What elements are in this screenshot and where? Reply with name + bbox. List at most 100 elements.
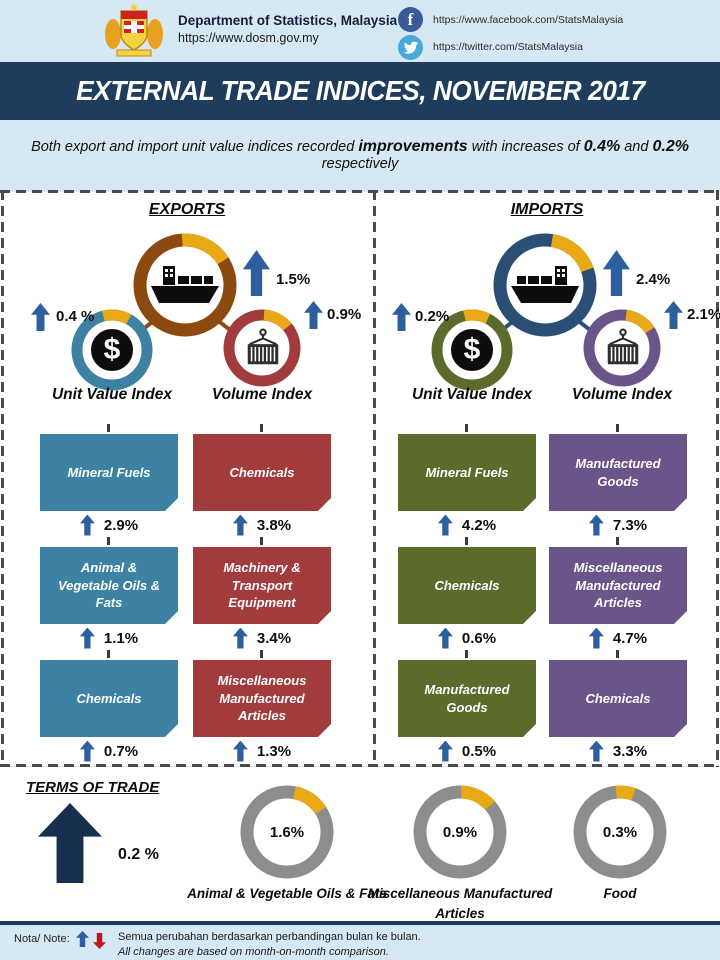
change-row: 2.9% — [54, 514, 164, 536]
commodity-box: Manufactured Goods — [549, 434, 687, 511]
commodity-box: Chemicals — [193, 434, 331, 511]
subtitle-import-change: 0.2% — [652, 138, 689, 155]
commodity-box: Mineral Fuels — [398, 434, 536, 511]
exports-overall-change: 1.5% — [276, 271, 311, 288]
arrow-up-icon — [79, 627, 95, 649]
terms-of-trade-title: TERMS OF TRADE — [26, 779, 160, 796]
exports-volume-change: 0.9% — [327, 306, 362, 323]
exports-title: EXPORTS — [148, 201, 226, 218]
tot-label: Animal & Vegetable Oils & Fats — [187, 886, 387, 901]
change-row: 0.6% — [412, 627, 522, 649]
tot-value: 0.3% — [602, 824, 638, 841]
header: Department of Statistics, Malaysia https… — [0, 0, 720, 62]
tick — [616, 424, 619, 432]
facebook-glyph: f — [407, 9, 414, 29]
arrow-up-icon — [79, 740, 95, 762]
tot-value: 1.6% — [269, 824, 305, 841]
tick — [260, 424, 263, 432]
commodity-box: Chemicals — [40, 660, 178, 737]
container-icon — [607, 328, 639, 365]
arrow-up-icon — [588, 627, 604, 649]
tick — [107, 424, 110, 432]
change-row: 3.3% — [563, 740, 673, 762]
tot-value: 0.9% — [442, 824, 478, 841]
legend-arrow-down-icon — [93, 933, 106, 949]
change-row: 1.3% — [207, 740, 317, 762]
change-row: 4.7% — [563, 627, 673, 649]
title-banner: EXTERNAL TRADE INDICES, NOVEMBER 2017 — [0, 62, 720, 120]
malaysia-coat-of-arms-logo — [105, 4, 163, 57]
imports-volume-label: Volume Index — [571, 386, 673, 403]
panel-border-bottom — [0, 764, 720, 767]
change-row: 3.8% — [207, 514, 317, 536]
exports-unit-value-change: 0.4 % — [56, 308, 95, 325]
footnote-line-english: All changes are based on month-on-month … — [118, 945, 389, 958]
panel-border-left — [1, 190, 4, 767]
arrow-up-icon — [588, 514, 604, 536]
change-row: 1.1% — [54, 627, 164, 649]
cargo-ship-icon — [511, 266, 579, 303]
commodity-box: Manufactured Goods — [398, 660, 536, 737]
tick — [465, 650, 468, 658]
imports-title: IMPORTS — [510, 201, 584, 218]
footnote-line-malay: Semua perubahan berdasarkan perbandingan… — [118, 931, 421, 943]
commodity-box: Machinery & Transport Equipment — [193, 547, 331, 624]
tick — [107, 650, 110, 658]
tick — [616, 650, 619, 658]
footnote-label: Nota/ Note: — [14, 933, 70, 945]
panel-border-top — [0, 190, 720, 193]
exports-volume-label: Volume Index — [211, 386, 313, 403]
arrow-up-icon — [437, 627, 453, 649]
arrow-up-icon — [232, 627, 248, 649]
twitter-url-link[interactable]: https://twitter.com/StatsMalaysia — [433, 41, 583, 53]
arrow-up-icon — [437, 740, 453, 762]
commodity-box: Chemicals — [549, 660, 687, 737]
arrow-up-icon — [437, 514, 453, 536]
tick — [465, 424, 468, 432]
imports-unit-value-label: Unit Value Index — [411, 386, 532, 403]
change-row: 7.3% — [563, 514, 673, 536]
commodity-box: Chemicals — [398, 547, 536, 624]
arrow-up-icon — [588, 740, 604, 762]
tick — [260, 650, 263, 658]
imports-trade-ring — [493, 233, 597, 337]
twitter-icon[interactable] — [398, 35, 423, 60]
twitter-bird-glyph — [403, 41, 418, 54]
commodity-box: Miscellaneous Manufactured Articles — [549, 547, 687, 624]
legend-arrow-up-icon — [76, 931, 89, 947]
commodity-box: Animal & Vegetable Oils & Fats — [40, 547, 178, 624]
tot-label: Miscellaneous Manufactured Articles — [367, 886, 553, 922]
subtitle-export-change: 0.4% — [583, 138, 621, 155]
footer: Nota/ Note: Semua perubahan berdasarkan … — [0, 925, 720, 960]
change-row: 3.4% — [207, 627, 317, 649]
facebook-url-link[interactable]: https://www.facebook.com/StatsMalaysia — [433, 14, 624, 26]
subtitle-text: Both export and import unit value indice… — [31, 139, 359, 155]
terms-of-trade-change: 0.2 % — [118, 846, 159, 863]
commodity-box: Mineral Fuels — [40, 434, 178, 511]
exports-trade-ring — [133, 233, 237, 337]
imports-unit-value-change: 0.2% — [415, 308, 450, 325]
tick — [465, 537, 468, 545]
tot-donut-misc-manufactured — [413, 785, 507, 879]
tot-donut-food — [573, 785, 667, 879]
org-website-link[interactable]: https://www.dosm.gov.my — [178, 31, 319, 45]
dollar-icon: $ — [448, 326, 496, 374]
subtitle-improvements: improvements — [358, 138, 468, 155]
commodity-box: Miscellaneous Manufactured Articles — [193, 660, 331, 737]
container-icon — [247, 328, 279, 365]
tot-label: Food — [603, 886, 637, 901]
org-name: Department of Statistics, Malaysia — [178, 13, 398, 28]
tick — [616, 537, 619, 545]
page-title: EXTERNAL TRADE INDICES, NOVEMBER 2017 — [75, 75, 645, 106]
arrow-up-icon — [232, 740, 248, 762]
panel-divider — [373, 190, 376, 767]
panel-border-right — [716, 190, 719, 767]
tot-donut-animal-vegetable — [240, 785, 334, 879]
exports-unit-value-label: Unit Value Index — [51, 386, 172, 403]
footer-divider — [0, 921, 720, 925]
facebook-icon[interactable]: f — [398, 7, 423, 32]
change-row: 0.7% — [54, 740, 164, 762]
change-row: 4.2% — [412, 514, 522, 536]
arrow-up-icon — [232, 514, 248, 536]
